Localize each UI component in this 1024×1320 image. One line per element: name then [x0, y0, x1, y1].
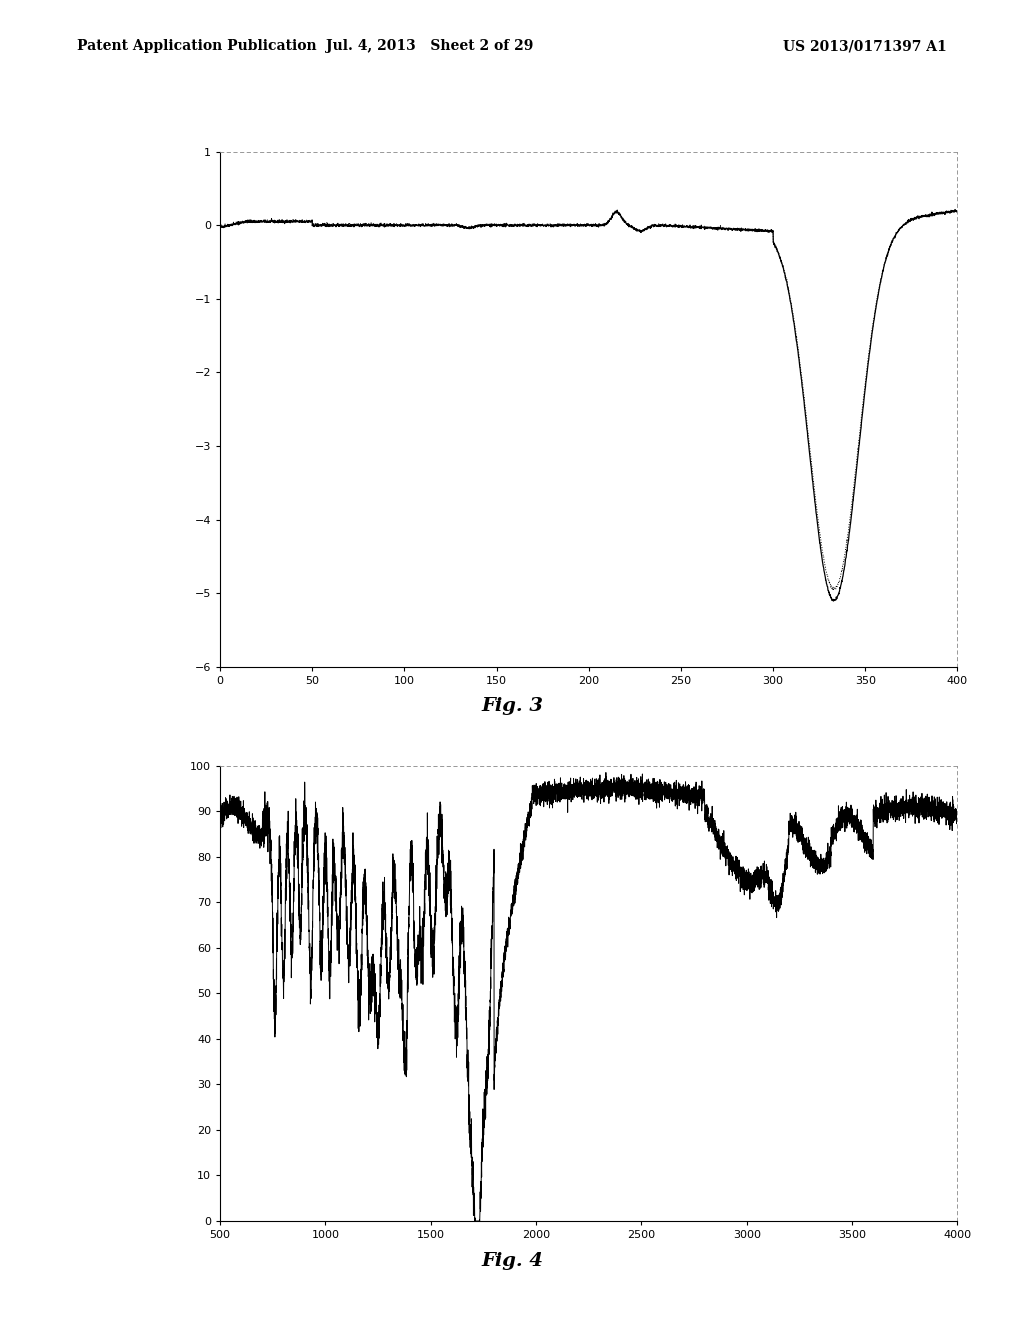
Text: Patent Application Publication: Patent Application Publication	[77, 40, 316, 53]
Text: Jul. 4, 2013   Sheet 2 of 29: Jul. 4, 2013 Sheet 2 of 29	[327, 40, 534, 53]
Text: Fig. 3: Fig. 3	[481, 697, 543, 715]
Text: US 2013/0171397 A1: US 2013/0171397 A1	[783, 40, 947, 53]
Text: Fig. 4: Fig. 4	[481, 1251, 543, 1270]
